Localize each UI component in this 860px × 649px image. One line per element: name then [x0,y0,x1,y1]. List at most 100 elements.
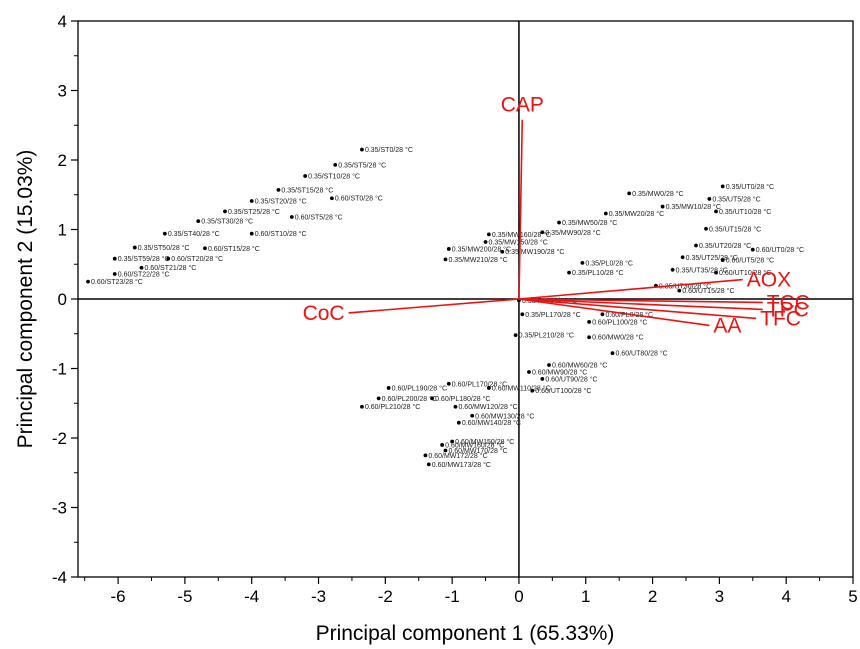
score-point [750,247,755,252]
score-point [680,255,685,260]
score-point-label: 0.60/PL170/28 °C [452,380,507,388]
score-point [483,240,488,244]
score-point [289,215,294,219]
score-point-label: 0.60/UT0/28 °C [756,246,804,254]
score-point [720,258,725,262]
score-point [166,256,171,261]
score-point-label: 0.35/MW200/28 °C [452,245,511,253]
score-point [580,260,585,265]
score-point-label: 0.35/ST0/28 °C [365,146,413,154]
score-point-label: 0.60/PL100/28 °C [592,318,647,326]
score-point [520,312,525,317]
score-point [443,257,448,262]
score-point [720,184,725,189]
score-point [704,226,708,231]
x-tick-label: 0 [514,587,523,606]
score-point-label: 0.35/ST30/28 °C [201,218,253,226]
score-point-label: 0.60/MW0/28 °C [592,334,643,342]
score-point [112,256,117,261]
score-point [470,413,475,418]
score-point [527,370,531,374]
score-point [670,267,675,272]
score-point [627,191,632,196]
score-point-label: 0.60/UT100/28 °C [535,387,591,395]
score-point-label: 0.35/PL210/28 °C [519,332,574,340]
score-point [677,288,682,293]
score-point-label: 0.60/ST21/28 °C [144,264,196,272]
score-point [486,386,491,390]
score-point-label: 0.35/MW20/28 °C [609,210,664,218]
score-point-label: 0.60/MW130/28 °C [475,412,534,420]
score-point-label: 0.35/ST10/28 °C [308,172,360,180]
score-point-label: 0.60/MW173/28 °C [432,461,491,469]
score-point-label: 0.35/UT5/28 °C [712,195,760,203]
score-point-label: 0.35/ST20/28 °C [255,198,307,206]
x-axis-title: Principal component 1 (65.33%) [316,622,615,645]
score-point [443,448,448,453]
score-point-label: 0.60/UT10/28 °C [719,269,771,277]
score-point-label: 0.35/UT20/28 °C [699,242,751,250]
score-point-label: 0.60/MW90/28 °C [532,368,587,376]
y-tick-label: 0 [58,290,67,309]
x-tick-label: -6 [111,587,126,606]
score-point-label: 0.60/MW150/28 °C [455,438,514,446]
score-point [530,388,535,393]
score-point-label: 0.60/ST15/28 °C [208,245,260,253]
score-point-label: 0.60/ST22/28 °C [118,270,170,278]
score-point-label: 0.35/MW210/28 °C [448,256,507,264]
score-point [386,386,391,390]
score-point-label: 0.60/UT80/28 °C [615,350,667,358]
score-point [446,247,451,251]
loading-vector [518,278,743,300]
x-tick-label: -3 [311,587,326,606]
score-point-label: 0.60/ST0/28 °C [335,195,383,203]
score-point [440,443,445,447]
score-point [360,147,364,152]
loading-label: TCC [767,291,810,314]
loading-vector [518,298,763,311]
score-point [513,333,518,338]
score-point-label: 0.60/PL210/28 °C [365,403,420,411]
score-point-label: 0.60/MW170/28 °C [448,447,507,455]
score-point [223,209,227,214]
score-point-label: 0.60/ST10/28 °C [255,230,307,238]
score-point [587,335,591,340]
score-point [610,351,615,356]
score-point [714,209,718,214]
x-tick-label: 3 [715,587,724,606]
score-point-label: 0.35/MW90/28 °C [545,229,600,237]
score-point-label: 0.60/PL180/28 °C [435,395,490,403]
score-point [196,219,201,224]
score-point [329,196,334,201]
score-point [430,396,434,401]
score-point [333,162,338,167]
score-point [567,270,571,275]
score-point-label: 0.60/MW172/28 °C [428,452,487,460]
score-point-label: 0.35/MW160/28 °C [492,231,551,239]
score-point [587,320,591,324]
y-tick-label: 4 [58,12,67,31]
score-point [694,243,698,248]
score-point-label: 0.35/ST25/28 °C [228,208,280,216]
score-point-label: 0.35/UT25/28 °C [686,254,738,262]
score-point [486,232,491,237]
score-point [360,404,364,409]
y-tick-label: -1 [52,360,67,379]
score-point [112,272,117,276]
y-tick-label: 3 [58,82,67,101]
loading-label: CoC [303,302,345,325]
score-point [714,270,718,275]
loading-vector [518,119,524,300]
score-point [276,187,281,192]
score-point [423,453,428,458]
y-tick-label: -2 [52,429,67,448]
score-point [660,204,665,209]
score-point [500,249,505,254]
score-point [557,220,561,225]
score-point-label: 0.35/PL10/28 °C [572,269,623,277]
score-point-label: 0.60/ST23/28 °C [91,278,143,286]
y-tick-label: -3 [52,499,67,518]
score-point [446,381,451,386]
loading-label: AOX [747,269,791,292]
